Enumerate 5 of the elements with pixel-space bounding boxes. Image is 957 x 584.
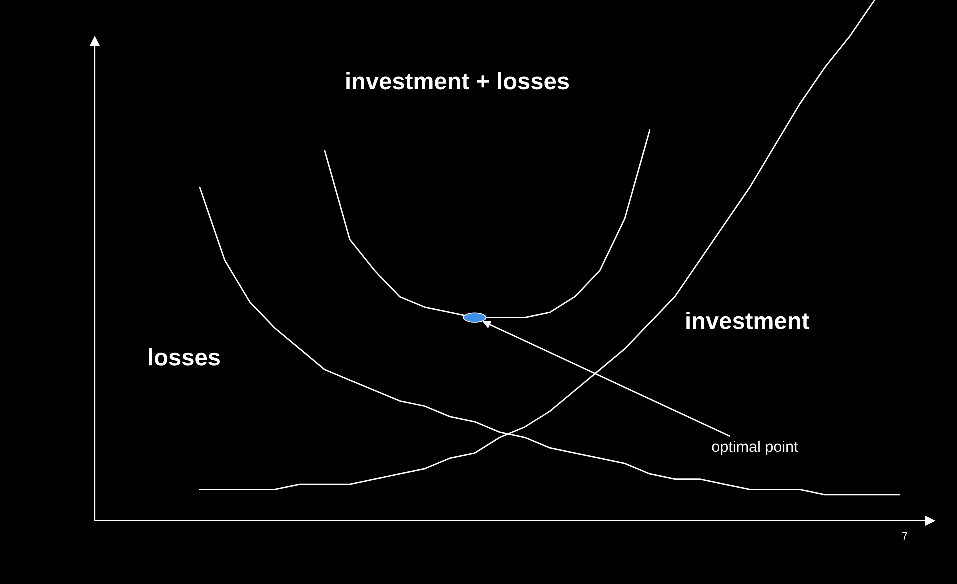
text: 7 xyxy=(902,532,908,540)
text: investment + losses xyxy=(346,72,570,90)
annotation: optimal point xyxy=(712,440,798,456)
text: losses xyxy=(149,348,220,366)
series-label: investment xyxy=(686,312,810,330)
